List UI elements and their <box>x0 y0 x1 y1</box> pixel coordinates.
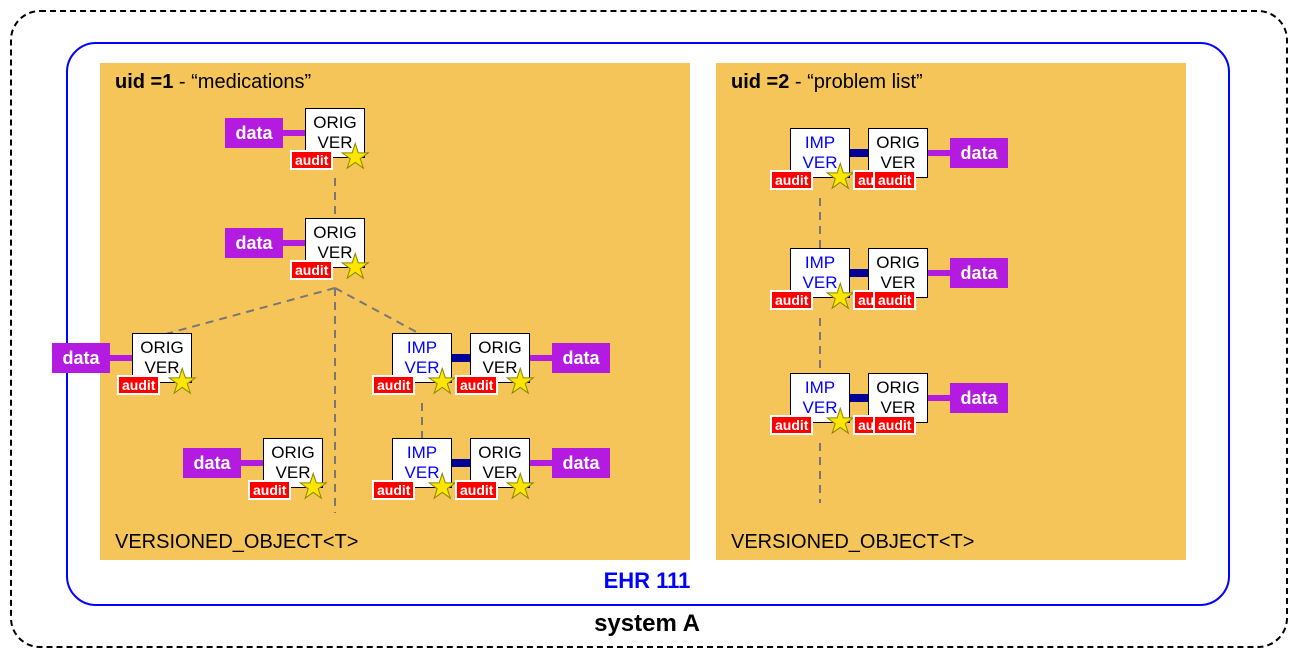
data-connector <box>928 395 950 401</box>
version-link <box>452 459 470 467</box>
data-connector <box>530 355 552 361</box>
audit-badge: audit <box>248 480 291 500</box>
data-chip: data <box>225 118 283 148</box>
star-icon: ★ <box>505 367 535 397</box>
audit-badge: audit <box>372 480 415 500</box>
data-connector <box>928 270 950 276</box>
audit-badge: audit <box>873 170 916 190</box>
system-label: system A <box>0 610 1294 638</box>
panel-footer: VERSIONED_OBJECT<T> <box>115 531 358 554</box>
data-connector <box>530 460 552 466</box>
star-icon: ★ <box>825 407 855 437</box>
audit-badge: audit <box>770 170 813 190</box>
audit-badge: audit <box>770 290 813 310</box>
ehr-label: EHR 111 <box>0 568 1294 594</box>
audit-badge: audit <box>873 415 916 435</box>
version-link <box>452 354 470 362</box>
panel-footer: VERSIONED_OBJECT<T> <box>731 531 974 554</box>
data-connector <box>283 130 305 136</box>
audit-badge: audit <box>770 415 813 435</box>
star-icon: ★ <box>427 472 457 502</box>
star-icon: ★ <box>298 472 328 502</box>
data-chip: data <box>52 343 110 373</box>
audit-badge: audit <box>290 150 333 170</box>
data-chip: data <box>950 138 1008 168</box>
audit-badge: audit <box>873 290 916 310</box>
star-icon: ★ <box>427 367 457 397</box>
version-link <box>850 269 868 277</box>
audit-badge: audit <box>117 375 160 395</box>
data-chip: data <box>225 228 283 258</box>
panel-title: uid =2 - “problem list” <box>731 71 923 94</box>
data-chip: data <box>950 258 1008 288</box>
version-link <box>850 394 868 402</box>
audit-badge: audit <box>290 260 333 280</box>
star-icon: ★ <box>340 252 370 282</box>
star-icon: ★ <box>505 472 535 502</box>
audit-badge: audit <box>455 480 498 500</box>
data-chip: data <box>552 343 610 373</box>
star-icon: ★ <box>167 367 197 397</box>
star-icon: ★ <box>825 162 855 192</box>
data-connector <box>928 150 950 156</box>
data-chip: data <box>552 448 610 478</box>
data-connector <box>241 460 263 466</box>
panel-title: uid =1 - “medications” <box>115 71 311 94</box>
version-link <box>850 149 868 157</box>
audit-badge: audit <box>372 375 415 395</box>
data-connector <box>110 355 132 361</box>
data-chip: data <box>950 383 1008 413</box>
star-icon: ★ <box>340 142 370 172</box>
data-chip: data <box>183 448 241 478</box>
data-connector <box>283 240 305 246</box>
star-icon: ★ <box>825 282 855 312</box>
audit-badge: audit <box>455 375 498 395</box>
